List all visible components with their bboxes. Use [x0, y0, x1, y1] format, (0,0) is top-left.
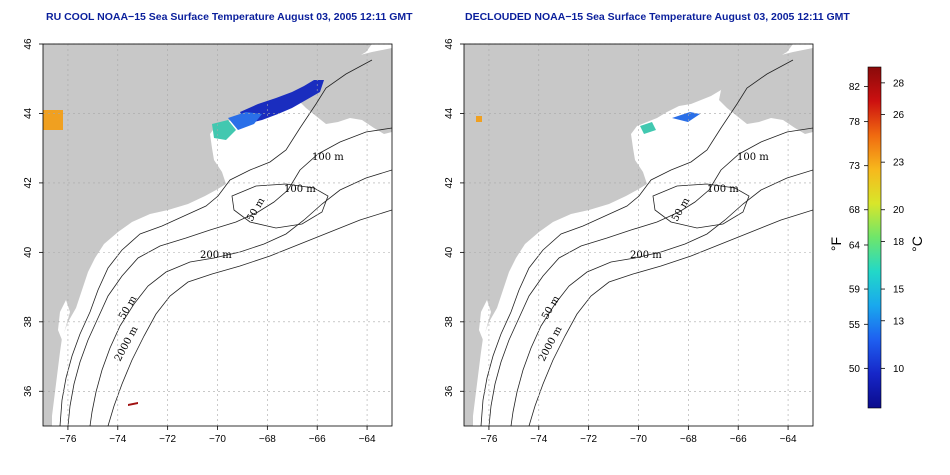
contour-label: 100 m: [312, 152, 344, 163]
isobath-georges-bank: [652, 183, 750, 229]
fahrenheit-unit-label: °F: [828, 237, 844, 251]
isobath-100m: [488, 127, 813, 426]
temperature-colorbar: 82 78 73 68 64 59 55 50 28 26 23 20 18 15 13 10 °F °C: [828, 66, 925, 409]
celsius-scale: 28 26 23 20 18 15 13 10: [881, 78, 905, 375]
x-tick-label: −66: [309, 434, 326, 445]
celsius-tick-label: 13: [893, 316, 905, 327]
land-mass: [43, 44, 372, 426]
left-x-axis: −76 −74 −72 −70 −68 −66 −64: [59, 426, 376, 445]
x-tick-label: −68: [259, 434, 276, 445]
land-mass: [464, 44, 793, 426]
isobath-50m: [480, 59, 794, 426]
sst-patch-blue: [228, 112, 262, 130]
isobath-200m: [510, 169, 813, 426]
fahrenheit-tick-label: 73: [849, 161, 861, 172]
colorbar-gradient: [867, 66, 882, 409]
land-nova-scotia: [719, 48, 813, 134]
right-panel-title: DECLOUDED NOAA−15 Sea Surface Temperatur…: [465, 11, 850, 23]
contour-label: 100 m: [737, 152, 769, 163]
isobath-50m: [59, 59, 373, 426]
x-tick-label: −74: [530, 434, 547, 445]
fahrenheit-scale: 82 78 73 68 64 59 55 50: [849, 82, 868, 375]
y-tick-label: 46: [23, 38, 34, 50]
fahrenheit-tick-label: 59: [849, 285, 861, 296]
right-y-axis: 36 38 40 42 44 46: [444, 38, 464, 397]
x-tick-label: −70: [209, 434, 226, 445]
x-tick-label: −64: [780, 434, 797, 445]
x-tick-label: −72: [159, 434, 176, 445]
x-tick-label: −76: [480, 434, 497, 445]
y-tick-label: 40: [444, 246, 455, 258]
fahrenheit-tick-label: 64: [849, 240, 861, 251]
y-tick-label: 42: [23, 177, 34, 189]
y-tick-label: 42: [444, 177, 455, 189]
y-tick-label: 38: [444, 316, 455, 328]
sst-patch-inland: [476, 116, 482, 122]
y-tick-label: 36: [444, 385, 455, 397]
left-panel-title: RU COOL NOAA−15 Sea Surface Temperature …: [46, 11, 413, 23]
celsius-tick-label: 26: [893, 110, 905, 121]
right-grid: [464, 43, 813, 426]
sst-patch-blue: [672, 112, 700, 122]
x-tick-label: −74: [109, 434, 126, 445]
y-tick-label: 36: [23, 385, 34, 397]
x-tick-label: −68: [680, 434, 697, 445]
land-chesapeake: [479, 300, 491, 340]
y-tick-label: 44: [444, 107, 455, 119]
sst-patch-green: [640, 122, 656, 134]
fahrenheit-tick-label: 68: [849, 205, 861, 216]
sst-patch-red: [128, 402, 138, 406]
fahrenheit-tick-label: 55: [849, 320, 861, 331]
x-tick-label: −66: [730, 434, 747, 445]
x-tick-label: −76: [59, 434, 76, 445]
isobath-georges-bank: [231, 183, 329, 229]
y-tick-label: 40: [23, 246, 34, 258]
y-tick-label: 46: [444, 38, 455, 50]
left-map-panel: −76 −74 −72 −70 −68 −66 −64 36 38 40 42 44 46 100 m…: [23, 38, 393, 445]
x-tick-label: −70: [630, 434, 647, 445]
fahrenheit-tick-label: 50: [849, 364, 861, 375]
sst-patch-gulf-maine: [240, 80, 324, 124]
contour-label: 200 m: [630, 250, 662, 261]
land-chesapeake: [58, 300, 70, 340]
fahrenheit-tick-label: 82: [849, 82, 861, 93]
y-tick-label: 38: [23, 316, 34, 328]
contour-label: 100 m: [284, 184, 316, 195]
isobath-200m: [89, 169, 392, 426]
celsius-tick-label: 18: [893, 237, 905, 248]
sst-patch-green: [212, 120, 236, 140]
celsius-unit-label: °C: [909, 236, 925, 252]
x-tick-label: −64: [359, 434, 376, 445]
y-tick-label: 44: [23, 107, 34, 119]
contour-label: 100 m: [707, 184, 739, 195]
fahrenheit-tick-label: 78: [849, 117, 861, 128]
contour-label: 200 m: [200, 250, 232, 261]
celsius-tick-label: 20: [893, 205, 905, 216]
isobath-2000m: [528, 209, 813, 426]
x-tick-label: −72: [580, 434, 597, 445]
celsius-tick-label: 15: [893, 285, 905, 296]
right-map-panel: −76 −74 −72 −70 −68 −66 −64 36 38 40 42 44 46 100 m…: [444, 38, 814, 445]
right-x-axis: −76 −74 −72 −70 −68 −66 −64: [480, 426, 797, 445]
celsius-tick-label: 23: [893, 158, 905, 169]
land-nova-scotia: [298, 48, 392, 134]
sst-patch-inland: [43, 110, 63, 130]
celsius-tick-label: 10: [893, 364, 905, 375]
left-y-axis: 36 38 40 42 44 46: [23, 38, 43, 397]
isobath-100m: [67, 127, 392, 426]
isobath-2000m: [107, 209, 392, 426]
celsius-tick-label: 28: [893, 78, 905, 89]
